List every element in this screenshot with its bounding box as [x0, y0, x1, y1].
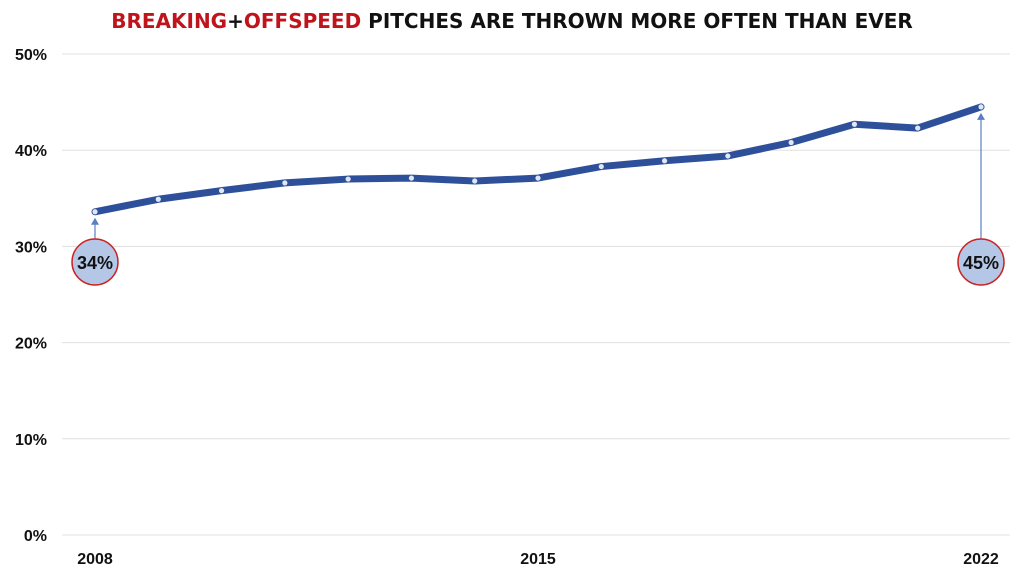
title-part: BREAKING — [111, 9, 227, 33]
annotation-arrowhead — [91, 217, 99, 225]
data-point — [598, 163, 604, 170]
y-tick-label: 20% — [15, 336, 47, 353]
chart-title: BREAKING+OFFSPEED PITCHES ARE THROWN MOR… — [111, 9, 913, 33]
annotation-bubble — [957, 238, 1005, 286]
x-tick-label: 2022 — [963, 551, 999, 568]
data-point — [155, 196, 161, 202]
x-axis-ticks: 2008 2015 2022 — [77, 551, 999, 568]
data-point — [472, 178, 478, 184]
data-point — [218, 188, 225, 194]
gridlines — [62, 53, 1010, 536]
data-point — [851, 121, 858, 127]
annotation-label: 45% — [963, 253, 999, 273]
y-tick-label: 10% — [15, 432, 47, 449]
y-tick-label: 0% — [24, 528, 47, 545]
data-point — [535, 175, 541, 181]
annotations: 34% 45% — [71, 112, 1005, 286]
y-axis-ticks: 0% 10% 20% 30% 40% 50% — [15, 47, 47, 545]
data-point — [345, 176, 351, 182]
data-point — [92, 209, 98, 215]
data-point — [978, 104, 984, 110]
data-point — [408, 175, 415, 181]
annotation-label: 34% — [77, 253, 113, 273]
x-tick-label: 2008 — [77, 551, 113, 568]
annotation-bubble — [71, 238, 119, 286]
title-part: PITCHES ARE THROWN MORE OFTEN THAN EVER — [361, 9, 913, 33]
data-point — [725, 153, 731, 159]
annotation-arrowhead — [977, 112, 985, 120]
data-point — [788, 139, 794, 146]
x-tick-label: 2015 — [520, 551, 556, 568]
series-group — [91, 103, 985, 216]
series-line — [91, 103, 985, 216]
y-tick-label: 30% — [15, 239, 47, 256]
data-point — [661, 158, 668, 164]
data-point — [282, 180, 288, 186]
y-tick-label: 50% — [15, 47, 47, 64]
data-point — [915, 125, 921, 131]
y-tick-label: 40% — [15, 143, 47, 160]
title-part: OFFSPEED — [244, 9, 361, 33]
title-part: + — [227, 9, 244, 33]
